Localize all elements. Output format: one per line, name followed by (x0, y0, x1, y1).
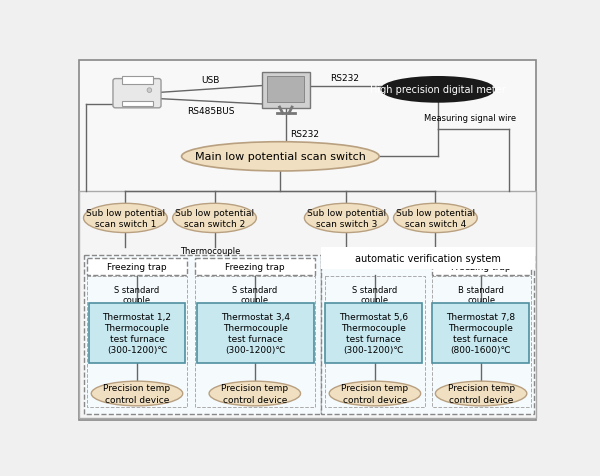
Ellipse shape (329, 381, 421, 406)
Ellipse shape (382, 78, 494, 102)
Text: RS232: RS232 (290, 129, 319, 139)
Text: Freezing trap: Freezing trap (225, 262, 284, 271)
Text: Thermocouple
tested: Thermocouple tested (181, 247, 241, 266)
Text: B standard
couple: B standard couple (458, 285, 504, 305)
FancyBboxPatch shape (262, 73, 310, 109)
Ellipse shape (394, 204, 477, 233)
Text: Sub low potential
scan switch 1: Sub low potential scan switch 1 (86, 208, 165, 228)
Text: Precision temp
control device: Precision temp control device (448, 384, 515, 404)
FancyBboxPatch shape (325, 303, 422, 363)
Text: Measuring signal wire: Measuring signal wire (424, 114, 517, 123)
Text: Sub low potential
scan switch 2: Sub low potential scan switch 2 (175, 208, 254, 228)
FancyBboxPatch shape (195, 258, 315, 275)
Ellipse shape (91, 381, 183, 406)
Ellipse shape (83, 204, 167, 233)
FancyBboxPatch shape (79, 61, 536, 420)
Ellipse shape (147, 89, 152, 93)
Ellipse shape (436, 381, 527, 406)
FancyBboxPatch shape (121, 77, 152, 85)
Text: Precision temp
control device: Precision temp control device (103, 384, 170, 404)
Text: Precision temp
control device: Precision temp control device (341, 384, 409, 404)
FancyBboxPatch shape (113, 79, 161, 109)
Text: RS485BUS: RS485BUS (187, 107, 235, 116)
Text: Freezing trap: Freezing trap (107, 262, 167, 271)
Text: USB: USB (202, 76, 220, 85)
FancyBboxPatch shape (79, 191, 536, 418)
FancyBboxPatch shape (197, 303, 314, 363)
Text: Precision temp
control device: Precision temp control device (221, 384, 289, 404)
Text: RS232: RS232 (330, 74, 359, 83)
FancyBboxPatch shape (431, 303, 529, 363)
Ellipse shape (182, 142, 379, 172)
Text: Sub low potential
scan switch 4: Sub low potential scan switch 4 (396, 208, 475, 228)
FancyBboxPatch shape (431, 258, 531, 275)
Text: S standard
couple: S standard couple (352, 285, 398, 305)
Text: Main low potential scan switch: Main low potential scan switch (195, 152, 366, 162)
FancyBboxPatch shape (267, 77, 304, 102)
Ellipse shape (173, 204, 256, 233)
FancyBboxPatch shape (88, 258, 187, 275)
Text: High precision digital meter: High precision digital meter (370, 85, 506, 95)
Text: Thermocouple: Thermocouple (361, 247, 421, 256)
Ellipse shape (304, 204, 388, 233)
Text: Freezing trap: Freezing trap (451, 262, 511, 271)
FancyBboxPatch shape (322, 255, 534, 415)
Text: Thermostat 1,2
Thermocouple
test furnace
(300-1200)℃: Thermostat 1,2 Thermocouple test furnace… (103, 312, 172, 354)
Text: Thermostat 3,4
Thermocouple
test furnace
(300-1200)℃: Thermostat 3,4 Thermocouple test furnace… (221, 312, 290, 354)
FancyBboxPatch shape (121, 102, 152, 106)
Text: Thermostat 7,8
Thermocouple
test furnace
(800-1600)℃: Thermostat 7,8 Thermocouple test furnace… (446, 312, 515, 354)
Text: S standard
couple: S standard couple (115, 285, 160, 305)
Text: Thermostat 5,6
Thermocouple
test furnace
(300-1200)℃: Thermostat 5,6 Thermocouple test furnace… (339, 312, 408, 354)
Text: automatic verification system: automatic verification system (355, 253, 500, 263)
Text: S standard
couple: S standard couple (232, 285, 277, 305)
Ellipse shape (209, 381, 301, 406)
FancyBboxPatch shape (89, 303, 185, 363)
FancyBboxPatch shape (322, 248, 535, 269)
FancyBboxPatch shape (84, 255, 320, 415)
Text: Sub low potential
scan switch 3: Sub low potential scan switch 3 (307, 208, 386, 228)
